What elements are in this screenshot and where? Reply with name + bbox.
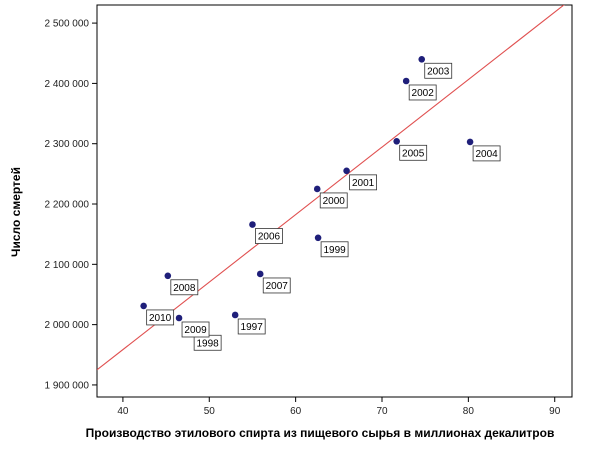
data-point [256,270,264,278]
x-tick-label: 60 [290,406,302,417]
data-label: 2004 [475,149,498,160]
x-tick-label: 80 [463,406,475,417]
data-label: 2009 [184,325,207,336]
data-point [249,221,256,228]
data-point [140,302,147,310]
y-tick-label: 2 100 000 [45,260,90,271]
data-label: 1999 [323,245,346,256]
data-point [393,137,400,145]
y-axis-title: Число смертей [9,167,23,257]
data-label-box [472,145,501,162]
y-tick-label: 2 300 000 [45,139,90,150]
data-label-box [399,144,428,161]
data-point [418,55,426,63]
data-point [343,167,350,175]
data-label: 2010 [149,313,172,324]
plot-area-frame [96,4,573,398]
data-label-box [349,174,377,191]
data-point [402,77,410,85]
data-label: 2006 [258,232,281,243]
y-tick-label: 2 000 000 [45,320,90,331]
data-label-box [170,279,199,296]
data-label: 1997 [241,322,264,333]
data-label-box [320,241,349,258]
data-label-box [262,277,291,294]
x-axis-title: Производство этилового спирта из пищевог… [86,426,555,440]
data-label-box [146,309,175,326]
data-label: 2000 [323,196,346,207]
data-point [231,311,239,319]
data-label: 2003 [427,66,450,77]
x-tick-label: 50 [204,406,216,417]
data-label-box [319,192,348,209]
data-label: 2007 [266,281,289,292]
data-label-box [181,321,210,338]
x-tick-label: 40 [117,406,129,417]
data-label: 1998 [197,338,220,349]
data-point [466,138,474,146]
fit-line [97,5,565,371]
data-label-box [424,62,453,79]
data-label-box [237,318,266,335]
x-tick-label: 70 [376,406,388,417]
data-label: 2002 [412,88,435,99]
y-tick-label: 1 900 000 [45,380,90,391]
data-label-box [408,84,437,101]
data-point [313,185,321,193]
data-point [314,234,322,242]
y-tick-label: 2 500 000 [45,19,90,30]
data-point [175,314,183,322]
x-tick-label: 90 [549,406,561,417]
data-label: 2008 [173,283,196,294]
data-label: 2001 [352,178,375,189]
y-tick-label: 2 200 000 [45,200,90,211]
data-label-box [255,228,283,244]
data-label: 2005 [402,148,425,159]
y-tick-label: 2 400 000 [45,79,90,90]
data-point [164,272,172,280]
